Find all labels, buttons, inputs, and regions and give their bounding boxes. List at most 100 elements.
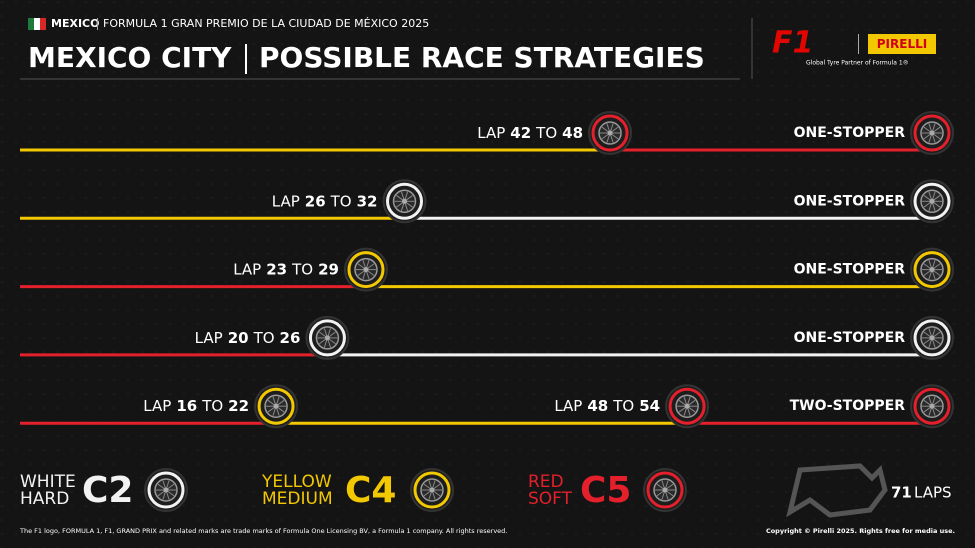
- tyre: [665, 384, 710, 429]
- compound-code: C2: [82, 470, 133, 511]
- compound-color: YELLOW: [261, 472, 332, 492]
- tyre-band: [591, 114, 629, 152]
- lap-word: LAP: [477, 124, 505, 142]
- compound-hardness: SOFT: [528, 489, 573, 509]
- pit-window: LAP 23 TO 29: [233, 260, 339, 278]
- hub: [273, 403, 279, 409]
- tyre-band: [913, 182, 951, 220]
- strategy-label: TWO-STOPPER: [790, 398, 906, 414]
- tyre: [305, 315, 350, 360]
- pit-window: LAP 48 TO 54: [554, 397, 660, 415]
- lap-number: 20: [228, 328, 249, 346]
- divider: [858, 34, 859, 54]
- tyre-band: [386, 182, 424, 220]
- pit-window: LAP 20 TO 26: [195, 328, 301, 346]
- lap-number: 54: [639, 397, 660, 415]
- lap-word: LAP: [143, 397, 171, 415]
- tyre-band: [257, 387, 295, 425]
- tyre-band: [913, 114, 951, 152]
- lap-word: LAP: [195, 328, 223, 346]
- flag: [34, 18, 40, 30]
- flag: [28, 18, 34, 30]
- laps-word: LAPS: [914, 484, 952, 502]
- tyre: [410, 468, 454, 512]
- lap-number: 48: [587, 397, 608, 415]
- lap-number: 26: [305, 192, 326, 210]
- footer-left: The F1 logo, FORMULA 1, F1, GRAND PRIX a…: [19, 527, 507, 535]
- lap-word: TO: [291, 260, 313, 278]
- lap-word: LAP: [272, 192, 300, 210]
- lap-word: TO: [535, 124, 557, 142]
- lap-number: 23: [266, 260, 287, 278]
- tyre-band: [913, 319, 951, 357]
- lap-word: LAP: [554, 397, 582, 415]
- hub: [163, 487, 169, 493]
- tyre: [144, 468, 188, 512]
- lap-number: 29: [318, 260, 339, 278]
- compound-color: RED: [528, 472, 564, 492]
- tyre-band: [413, 471, 451, 509]
- compound-code: C5: [580, 470, 631, 511]
- pit-window: LAP 16 TO 22: [143, 397, 249, 415]
- divider: [245, 44, 247, 74]
- hub: [429, 487, 435, 493]
- tyre: [910, 179, 954, 224]
- hub: [324, 335, 330, 341]
- strategy-label: ONE-STOPPER: [794, 125, 906, 141]
- country: MEXICO: [51, 17, 99, 30]
- flag: [40, 18, 46, 30]
- strategy-label: ONE-STOPPER: [794, 330, 906, 346]
- hub: [607, 130, 613, 136]
- track: [786, 463, 888, 518]
- tyre-band: [347, 251, 385, 289]
- hub: [929, 267, 935, 273]
- lap-word: LAP: [233, 260, 261, 278]
- tyre: [910, 384, 954, 429]
- f1-logo: F1: [772, 26, 813, 61]
- compound-hardness: HARD: [20, 489, 69, 509]
- lap-number: 32: [357, 192, 378, 210]
- event: FORMULA 1 GRAN PREMIO DE LA CIUDAD DE MÉ…: [103, 17, 429, 30]
- tyre-band: [913, 387, 951, 425]
- pit-window: LAP 26 TO 32: [272, 192, 378, 210]
- divider: [97, 18, 98, 30]
- hub: [929, 403, 935, 409]
- brand-box: [868, 34, 936, 54]
- tyre: [382, 179, 427, 224]
- hub: [929, 198, 935, 204]
- hub: [662, 487, 668, 493]
- hub: [402, 198, 408, 204]
- tyre-band: [668, 387, 706, 425]
- title-right: POSSIBLE RACE STRATEGIES: [259, 41, 705, 74]
- tyre: [910, 247, 954, 292]
- lap-word: TO: [612, 397, 634, 415]
- hub: [684, 403, 690, 409]
- lap-word: TO: [253, 328, 275, 346]
- title-left: MEXICO CITY: [28, 41, 232, 74]
- tyre: [254, 384, 299, 429]
- tyre-band: [308, 319, 346, 357]
- strategy-label: ONE-STOPPER: [794, 193, 906, 209]
- hub: [929, 335, 935, 341]
- lap-word: TO: [330, 192, 352, 210]
- tyre: [910, 315, 954, 360]
- laps-count: 71: [891, 484, 912, 502]
- lap-number: 16: [176, 397, 197, 415]
- footer-right: Copyright © Pirelli 2025. Rights free fo…: [766, 527, 955, 535]
- compound-color: WHITE: [20, 472, 76, 492]
- hub: [363, 267, 369, 273]
- compound-hardness: MEDIUM: [262, 489, 333, 509]
- hub: [929, 130, 935, 136]
- tyre-band: [646, 471, 684, 509]
- tyre: [910, 111, 954, 155]
- tyre: [588, 111, 633, 155]
- compound-code: C4: [345, 470, 396, 511]
- pit-window: LAP 42 TO 48: [477, 124, 583, 142]
- lap-word: TO: [201, 397, 223, 415]
- brand: PIRELLI: [877, 37, 927, 51]
- lap-number: 22: [228, 397, 249, 415]
- strategy-label: ONE-STOPPER: [794, 262, 906, 278]
- tyre: [643, 468, 687, 512]
